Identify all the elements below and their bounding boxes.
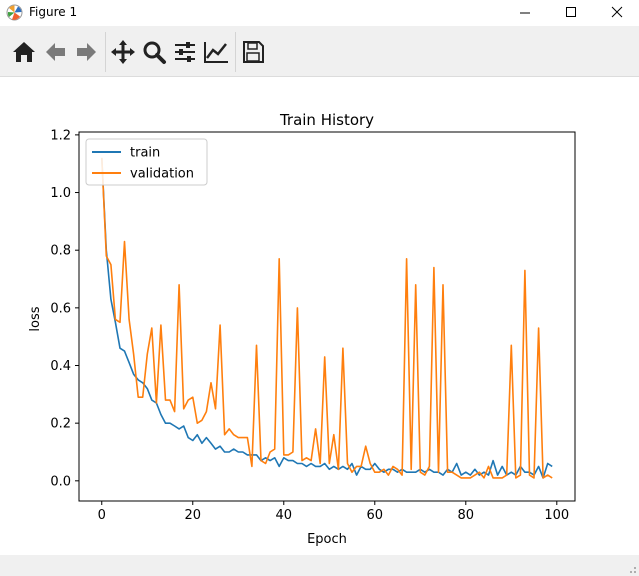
- pan-icon: [111, 40, 135, 64]
- minimize-icon: [520, 12, 530, 14]
- x-tick-label: 0: [98, 508, 106, 523]
- zoom-icon: [143, 41, 166, 64]
- y-tick-label: 1.0: [50, 186, 71, 201]
- resize-grip-icon[interactable]: [625, 562, 637, 574]
- y-axis-label: loss: [28, 306, 43, 331]
- window-title: Figure 1: [29, 5, 78, 19]
- y-tick-label: 0.8: [50, 244, 71, 259]
- matplotlib-icon: [6, 4, 23, 21]
- configure-subplots-icon: [175, 42, 195, 62]
- status-bar: [0, 555, 639, 576]
- loss-chart: 0 20 40 60 80 100 0.0 0.2 0.4 0.6 0.8 1.0 1.2 Train …: [28, 111, 576, 547]
- home-icon: [13, 42, 35, 62]
- x-tick-label: 60: [367, 508, 384, 523]
- edit-axis-button[interactable]: [202, 38, 230, 66]
- zoom-button[interactable]: [140, 38, 168, 66]
- window-titlebar: Figure 1: [0, 0, 639, 26]
- x-tick-label: 80: [458, 508, 475, 523]
- maximize-icon: [566, 7, 576, 17]
- forward-button[interactable]: [72, 38, 100, 66]
- y-tick-label: 0.2: [50, 417, 71, 432]
- save-icon: [243, 41, 264, 63]
- legend-label-train: train: [130, 146, 160, 161]
- y-tick-label: 0.4: [50, 359, 71, 374]
- save-button[interactable]: [239, 38, 267, 66]
- legend-label-validation: validation: [130, 167, 194, 182]
- figure-canvas[interactable]: 0 20 40 60 80 100 0.0 0.2 0.4 0.6 0.8 1.0 1.2 Train …: [0, 77, 639, 555]
- x-tick-label: 100: [544, 508, 569, 523]
- configure-subplots-button[interactable]: [171, 38, 199, 66]
- forward-arrow-icon: [77, 43, 96, 61]
- edit-axis-icon: [204, 42, 228, 63]
- toolbar-divider: [105, 32, 106, 72]
- x-tick-label: 40: [275, 508, 292, 523]
- back-button[interactable]: [42, 38, 70, 66]
- close-icon: [611, 6, 623, 18]
- legend: train validation: [85, 138, 208, 186]
- x-tick-label: 20: [184, 508, 201, 523]
- x-axis-label: Epoch: [307, 532, 347, 547]
- pan-button[interactable]: [109, 38, 137, 66]
- back-arrow-icon: [46, 43, 65, 61]
- minimize-button[interactable]: [502, 0, 548, 26]
- series-line-train: [101, 157, 553, 479]
- chart-title: Train History: [279, 111, 374, 129]
- maximize-button[interactable]: [548, 0, 594, 26]
- close-button[interactable]: [594, 0, 639, 26]
- series-line-validation: [101, 157, 553, 479]
- navigation-toolbar: [0, 26, 639, 77]
- axes-frame: [78, 131, 576, 502]
- y-tick-label: 0.6: [50, 301, 71, 316]
- home-button[interactable]: [10, 38, 38, 66]
- y-tick-label: 0.0: [50, 474, 71, 489]
- toolbar-divider: [235, 32, 236, 72]
- y-tick-label: 1.2: [50, 128, 71, 143]
